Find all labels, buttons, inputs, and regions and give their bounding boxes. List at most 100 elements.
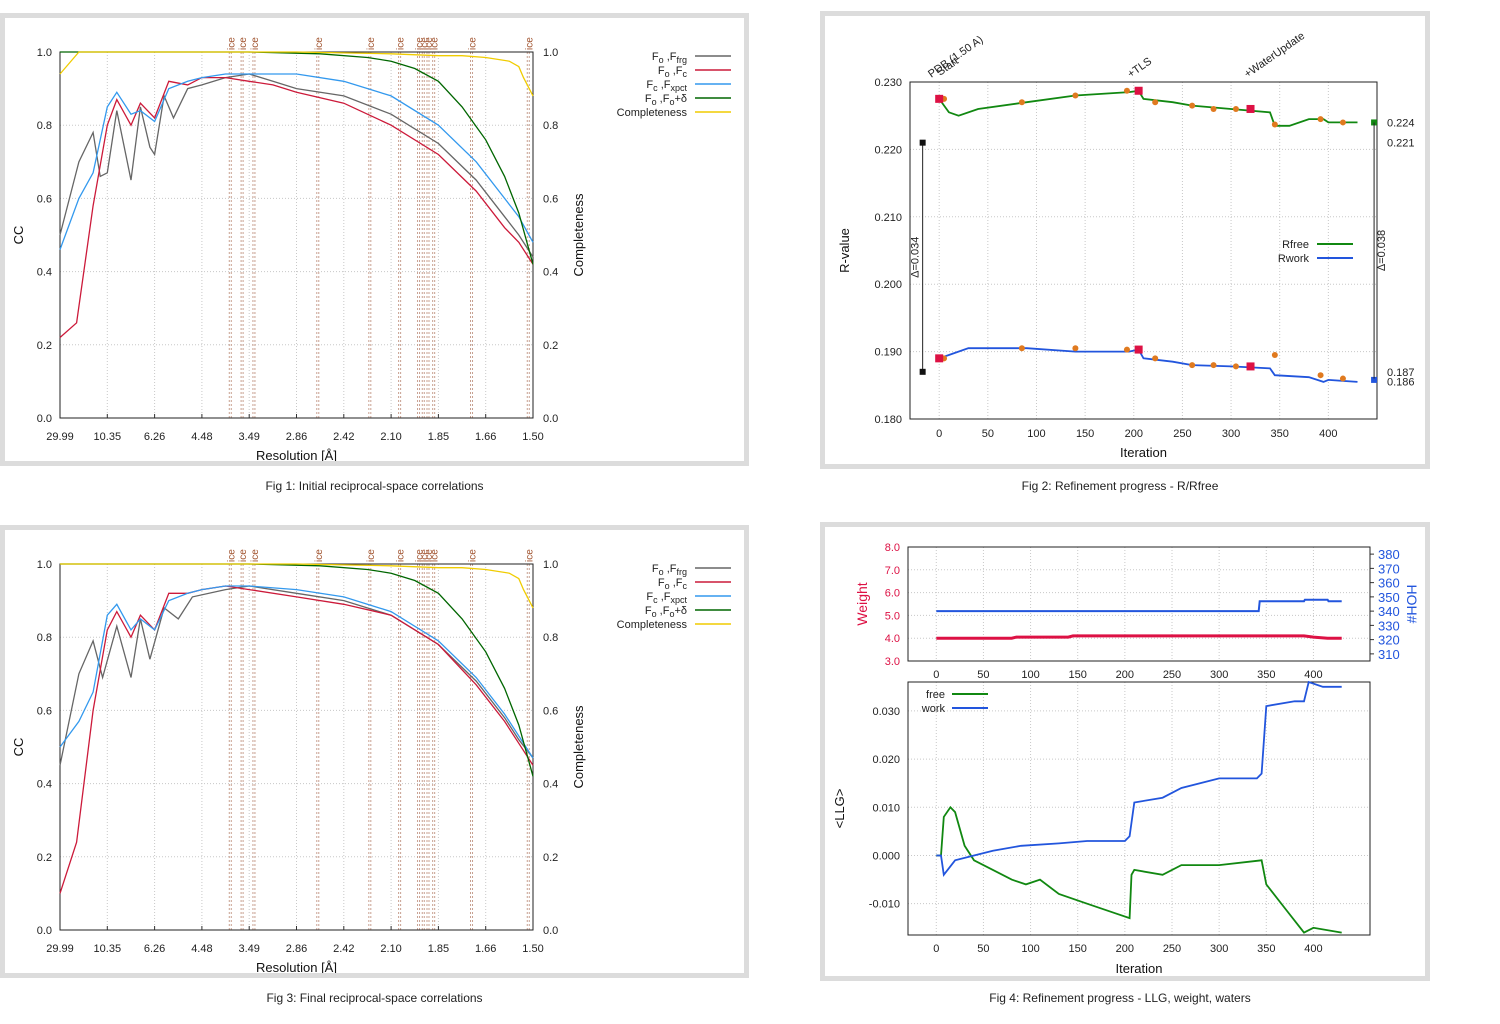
ice-label: ice [419,549,430,562]
legend-label: Fc ,Fxpct [646,79,687,93]
figure-3-chart: 29.99 10.35 6.26 4.48 3.49 2.86 2.42 2.10 1.85 1.… [11,549,731,973]
checkpoint-marker [1271,351,1278,358]
checkpoint-marker [1210,362,1217,369]
y-tick-label: 0.6 [37,193,52,205]
y-tick-label: 0.2 [37,852,52,864]
x-tick-label: 6.26 [144,943,165,955]
figure-2-chart: 0 50 100 150 200 250 300 350 400 0.180 0.190 0.200 0… [837,30,1415,460]
x-tick-label: 29.99 [46,431,74,443]
x-tick-label: 350 [1257,669,1275,681]
x-tick-label: 300 [1222,428,1240,440]
event-label: PDB (1.50 A) [926,34,985,81]
y2-tick-label: 0.2 [543,340,558,352]
x-tick-label: 250 [1163,669,1181,681]
event-label: +TLS [1125,55,1154,80]
y-tick-label: 1.0 [37,47,52,59]
checkpoint-marker [1232,105,1239,112]
legend-label: Fo ,Ffrg [652,563,687,577]
weight-tick-label: 7.0 [885,565,900,577]
figure-4-panel: 0 50 100 150 200 250 300 350 400 3.0 4.0 5.0 6.0 7.0 8… [820,522,1430,981]
legend-label: Fc ,Fxpct [646,591,687,605]
y-tick-label: 0.220 [874,144,902,156]
ice-label: ice [468,37,479,50]
x-tick-label: 150 [1069,669,1087,681]
ice-label: ice [424,549,435,562]
series-rwork-line [938,347,1358,383]
y-tick-label: 0.020 [872,754,900,766]
stage-marker [1246,362,1255,371]
checkpoint-marker [1018,345,1025,352]
x-tick-label: 400 [1319,428,1337,440]
y-tick-label: -0.010 [869,899,900,911]
x-tick-label: 350 [1257,943,1275,955]
legend-label: Fo ,Fo+δ [645,605,687,619]
right-value-label: 0.224 [1387,117,1415,129]
x-tick-label: 10.35 [94,431,122,443]
y-tick-label: 0.4 [37,779,52,791]
legend-label: Fo ,Fc [658,65,688,79]
figure-1-panel: 29.99 10.35 6.26 4.48 3.49 2.86 2.42 2.10 1.85 1.… [0,13,749,466]
legend-label: free [926,689,945,701]
x-tick-label: 200 [1116,669,1134,681]
y2-tick-label: 1.0 [543,559,558,571]
x-tick-label: 2.10 [380,943,401,955]
ice-label: ice [366,37,377,50]
y-tick-label: 0.210 [874,212,902,224]
series-llg-free-line [936,805,1342,934]
x-tick-label: 350 [1271,428,1289,440]
delta-left-label: Δ=0.034 [910,237,922,278]
weight-tick-label: 8.0 [885,542,900,554]
legend-label: Fo ,Fc [658,577,688,591]
x-tick-label: 300 [1210,943,1228,955]
x-axis-label: Iteration [1116,961,1163,976]
legend-label: Rwork [1278,253,1310,265]
bottom-plot-frame [907,681,1371,936]
ice-label: ice [314,37,325,50]
y2-tick-label: 0.2 [543,852,558,864]
x-tick-label: 1.50 [522,431,543,443]
weight-tick-label: 4.0 [885,633,900,645]
x-axis-label: Resolution [Å] [256,960,337,973]
plot-frame [909,81,1378,420]
checkpoint-marker [1072,92,1079,99]
checkpoint-marker [1339,119,1346,126]
x-tick-label: 100 [1021,669,1039,681]
x-tick-label: 1.66 [475,431,496,443]
x-tick-label: 50 [977,943,989,955]
y-tick-label: 0.200 [874,279,902,291]
y2-tick-label: 0.0 [543,413,558,425]
ice-label: ice [424,37,435,50]
checkpoint-marker [1210,105,1217,112]
x-tick-label: 150 [1069,943,1087,955]
x-tick-label: 29.99 [46,943,74,955]
checkpoint-marker [1072,345,1079,352]
ice-label: ice [430,37,441,50]
series-completeness-line [60,563,534,609]
x-tick-label: 2.42 [333,943,354,955]
figure-3-panel: 29.99 10.35 6.26 4.48 3.49 2.86 2.42 2.10 1.85 1.… [0,525,749,978]
x-tick-label: 3.49 [238,431,259,443]
y2-tick-label: 0.8 [543,120,558,132]
x-tick-label: 300 [1210,669,1228,681]
y2-tick-label: 0.4 [543,779,558,791]
ice-label: ice [250,37,261,50]
legend-label: Fo ,Fo+δ [645,93,687,107]
stage-marker [1134,86,1143,95]
hoh-tick-label: 310 [1378,647,1400,662]
x-tick-label: 400 [1304,943,1322,955]
stage-marker [935,94,944,103]
x-tick-label: 2.10 [380,431,401,443]
series-fofc-line [59,76,534,338]
delta-left-top [919,139,926,146]
weight-tick-label: 3.0 [885,656,900,668]
delta-right-label: Δ=0.038 [1376,230,1388,271]
checkpoint-marker [1123,87,1130,94]
x-tick-label: 3.49 [238,943,259,955]
x-tick-label: 0 [933,669,939,681]
checkpoint-marker [1152,99,1159,106]
checkpoint-marker [1232,363,1239,370]
x-tick-label: 1.66 [475,943,496,955]
legend-label: Completeness [617,619,688,631]
ice-label: ice [468,549,479,562]
weight-tick-label: 6.0 [885,588,900,600]
